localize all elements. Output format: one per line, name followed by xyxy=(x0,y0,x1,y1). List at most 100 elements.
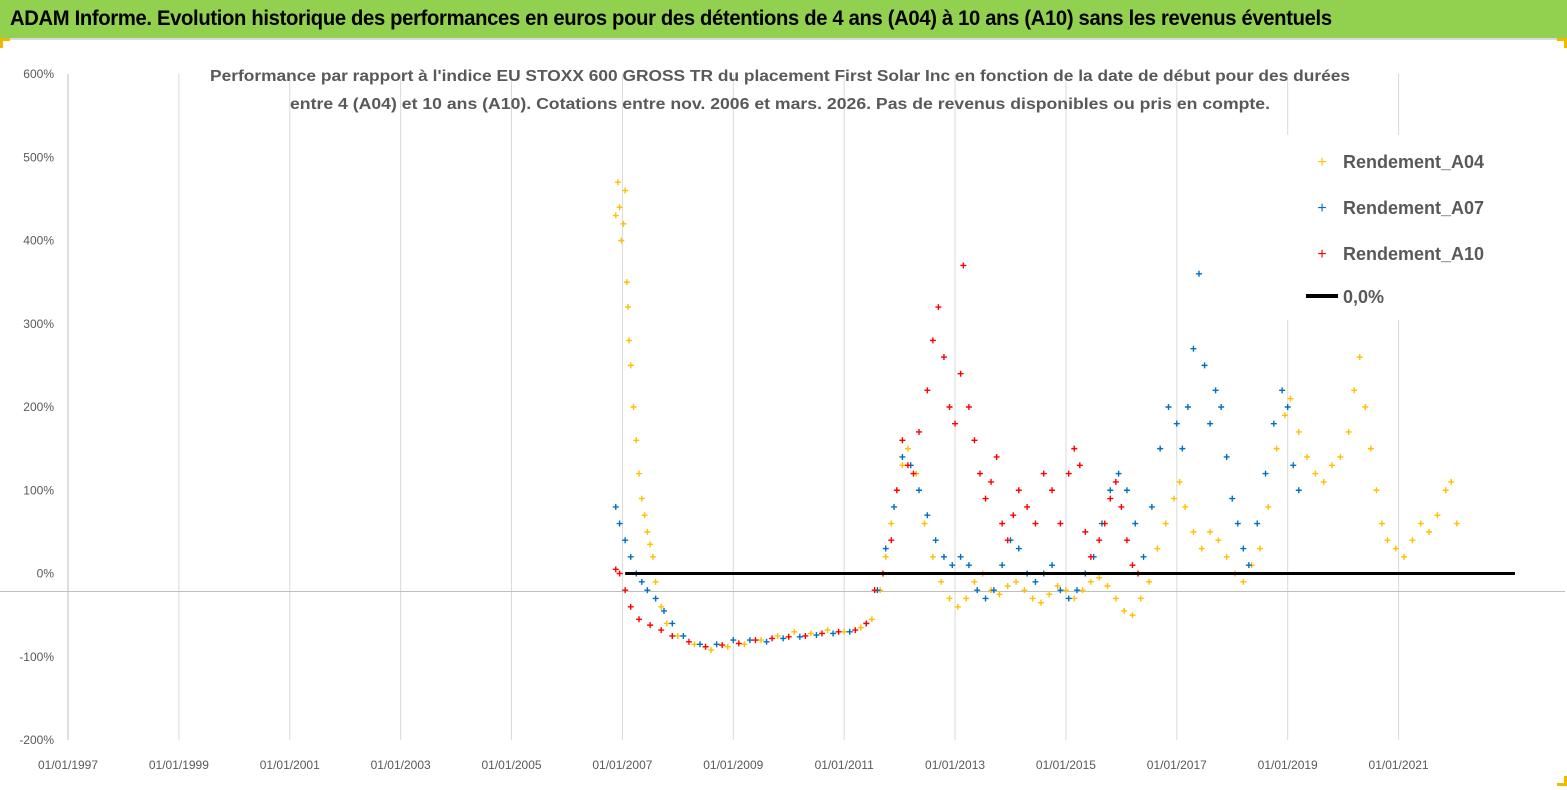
point-a07 xyxy=(1015,545,1022,552)
x-tick-label: 01/01/1997 xyxy=(38,758,98,772)
y-tick-label: 500% xyxy=(23,150,54,164)
point-a04 xyxy=(1054,582,1061,589)
point-a04 xyxy=(624,304,631,311)
legend-label-a07: Rendement_A07 xyxy=(1343,198,1484,218)
point-a04 xyxy=(616,204,623,211)
chart-title: Performance par rapport à l'indice EU ST… xyxy=(210,68,1350,113)
point-a04 xyxy=(1337,453,1344,460)
point-a04 xyxy=(899,462,906,469)
point-a07 xyxy=(846,628,853,635)
point-a10 xyxy=(1057,520,1064,527)
corner-mark-bottom-right xyxy=(1557,776,1567,786)
point-a10 xyxy=(1082,528,1089,535)
point-a04 xyxy=(658,603,665,610)
chart-legend: + Rendement_A04 + Rendement_A07 + Rendem… xyxy=(1278,135,1500,320)
point-a04 xyxy=(1037,599,1044,606)
point-a04 xyxy=(614,179,621,186)
point-a07 xyxy=(746,637,753,644)
point-a07 xyxy=(622,537,629,544)
chart-axes: 01/01/1997 01/01/1999 01/01/2001 01/01/2003… xyxy=(0,67,1565,772)
point-a10 xyxy=(1107,495,1114,502)
point-a10 xyxy=(1024,503,1031,510)
point-a07 xyxy=(1157,445,1164,452)
point-a07 xyxy=(1173,420,1180,427)
point-a07 xyxy=(652,595,659,602)
point-a04 xyxy=(1240,578,1247,585)
point-a07 xyxy=(1123,487,1130,494)
point-a04 xyxy=(888,520,895,527)
point-a07 xyxy=(1212,387,1219,394)
point-a07 xyxy=(949,562,956,569)
point-a07 xyxy=(669,620,676,627)
point-a04 xyxy=(724,643,731,650)
point-a04 xyxy=(1329,462,1336,469)
legend-box xyxy=(1278,135,1500,320)
point-a10 xyxy=(702,643,709,650)
y-tick-label: 0% xyxy=(37,567,55,581)
point-a04 xyxy=(1426,528,1433,535)
point-a10 xyxy=(871,587,878,594)
point-a07 xyxy=(730,637,737,644)
point-a10 xyxy=(899,437,906,444)
x-tick-label: 01/01/2003 xyxy=(371,758,431,772)
point-a04 xyxy=(1448,478,1455,485)
point-a04 xyxy=(652,578,659,585)
point-a10 xyxy=(935,304,942,311)
point-a04 xyxy=(627,362,634,369)
point-a10 xyxy=(636,616,643,623)
point-a10 xyxy=(612,566,619,573)
legend-marker-a07: + xyxy=(1317,200,1326,217)
point-a10 xyxy=(1123,537,1130,544)
point-a04 xyxy=(1392,545,1399,552)
point-a04 xyxy=(1384,537,1391,544)
point-a10 xyxy=(658,627,665,634)
point-a10 xyxy=(988,478,995,485)
x-tick-label: 01/01/2011 xyxy=(815,758,874,772)
point-a04 xyxy=(1021,587,1028,594)
point-a10 xyxy=(669,632,676,639)
point-a07 xyxy=(1234,520,1241,527)
point-a07 xyxy=(796,633,803,640)
point-a07 xyxy=(763,638,770,645)
point-a04 xyxy=(1104,582,1111,589)
point-a07 xyxy=(965,562,972,569)
series-a10 xyxy=(612,262,1141,650)
point-a10 xyxy=(785,633,792,640)
point-a10 xyxy=(993,453,1000,460)
point-a04 xyxy=(929,553,936,560)
point-a04 xyxy=(1171,495,1178,502)
point-a07 xyxy=(1049,562,1056,569)
y-tick-label: 100% xyxy=(23,483,54,497)
point-a07 xyxy=(916,487,923,494)
point-a10 xyxy=(818,630,825,637)
point-a04 xyxy=(1281,412,1288,419)
x-tick-label: 01/01/2021 xyxy=(1369,758,1429,772)
point-a10 xyxy=(1112,478,1119,485)
point-a07 xyxy=(1184,404,1191,410)
point-a10 xyxy=(946,404,953,410)
point-a04 xyxy=(741,641,748,648)
point-a04 xyxy=(618,237,625,244)
report-banner: ADAM Informe. Evolution historique des p… xyxy=(0,0,1567,40)
point-a04 xyxy=(824,627,831,634)
point-a04 xyxy=(946,595,953,602)
point-a10 xyxy=(999,520,1006,527)
point-a10 xyxy=(647,622,654,629)
point-a04 xyxy=(1442,487,1449,494)
point-a04 xyxy=(612,212,619,219)
point-a07 xyxy=(612,503,619,510)
point-a04 xyxy=(644,528,651,535)
point-a07 xyxy=(990,587,997,594)
point-a04 xyxy=(791,628,798,635)
point-a10 xyxy=(1010,512,1017,519)
point-a04 xyxy=(954,603,961,610)
point-a10 xyxy=(616,570,623,577)
point-a04 xyxy=(1215,537,1222,544)
point-a04 xyxy=(1071,595,1078,602)
point-a10 xyxy=(752,637,759,644)
point-a07 xyxy=(1229,495,1236,502)
x-tick-label: 01/01/2017 xyxy=(1147,758,1207,772)
point-a10 xyxy=(1032,520,1039,527)
point-a10 xyxy=(1087,553,1094,560)
point-a07 xyxy=(1295,487,1302,494)
